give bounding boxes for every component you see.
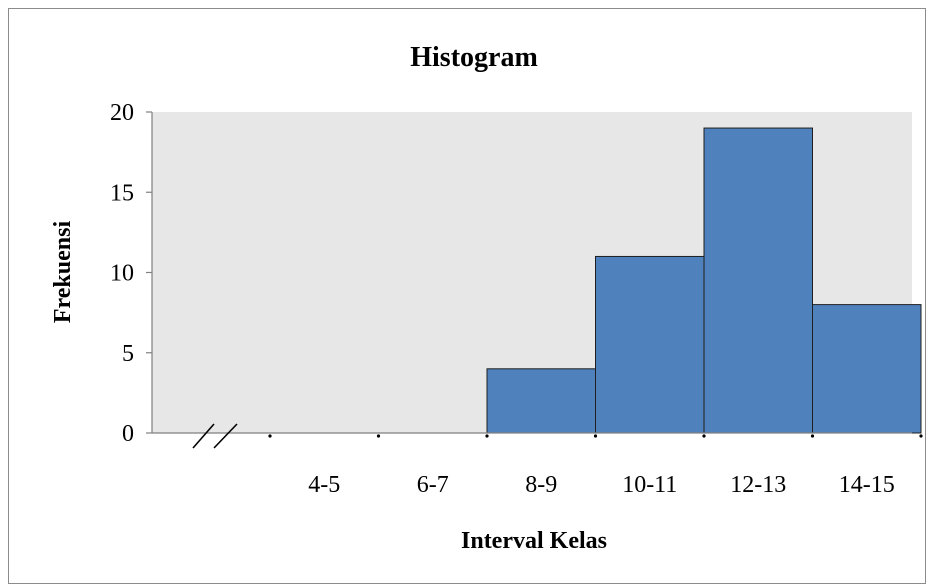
y-tick-label: 10: [110, 261, 134, 287]
y-tick-label: 5: [122, 341, 134, 367]
y-tick-label: 20: [110, 100, 134, 126]
axis-break-mark: [213, 423, 238, 449]
labels-layer: 0 5 10 15 20 4-5 6-7 8-9 10-11 12-13 14-15: [110, 100, 895, 498]
x-tick-mark: [268, 434, 272, 438]
histogram-bar-10-11: [595, 255, 705, 434]
histogram-bar-8-9: [486, 368, 596, 434]
x-tick-mark: [702, 434, 706, 438]
bars-layer: [486, 127, 922, 434]
x-tick-label: 12-13: [730, 472, 786, 498]
histogram-bar-12-13: [703, 127, 813, 434]
x-tick-label: 10-11: [622, 472, 677, 498]
histogram-bar-14-15: [812, 304, 922, 434]
x-tick-mark: [810, 434, 815, 438]
x-tick-mark: [919, 434, 923, 438]
x-tick-label: 8-9: [525, 472, 557, 498]
x-tick-label: 4-5: [308, 472, 340, 498]
x-tick-mark: [485, 434, 489, 438]
axes-layer: [146, 111, 923, 449]
y-tick-label: 15: [110, 180, 134, 206]
x-axis-title: Interval Kelas: [461, 528, 607, 554]
x-tick-mark: [593, 434, 598, 438]
y-axis-title: Frekuensi: [50, 221, 76, 324]
axis-break-mark: [192, 423, 215, 449]
y-tick-label: 0: [122, 421, 134, 447]
x-tick-label: 14-15: [839, 472, 895, 498]
chart-title: Histogram: [410, 42, 538, 73]
x-tick-mark: [376, 434, 381, 438]
x-tick-label: 6-7: [417, 472, 449, 498]
